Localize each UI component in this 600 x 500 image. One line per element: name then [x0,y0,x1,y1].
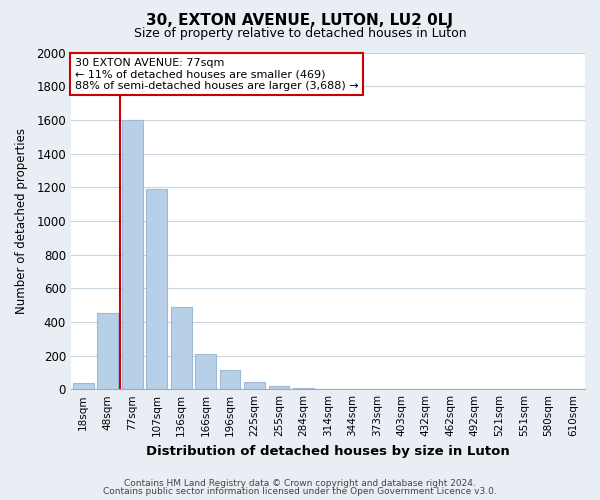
Text: Contains HM Land Registry data © Crown copyright and database right 2024.: Contains HM Land Registry data © Crown c… [124,478,476,488]
X-axis label: Distribution of detached houses by size in Luton: Distribution of detached houses by size … [146,444,510,458]
Bar [293,388,314,389]
Text: 30, EXTON AVENUE, LUTON, LU2 0LJ: 30, EXTON AVENUE, LUTON, LU2 0LJ [146,12,454,28]
Bar [122,120,143,389]
Text: Size of property relative to detached houses in Luton: Size of property relative to detached ho… [134,28,466,40]
Text: Contains public sector information licensed under the Open Government Licence v3: Contains public sector information licen… [103,487,497,496]
Bar [195,354,216,389]
Bar [170,306,191,389]
Bar [220,370,241,389]
Bar [244,382,265,389]
Bar [97,314,118,389]
Y-axis label: Number of detached properties: Number of detached properties [15,128,28,314]
Bar [146,189,167,389]
Bar [73,384,94,389]
Text: 30 EXTON AVENUE: 77sqm
← 11% of detached houses are smaller (469)
88% of semi-de: 30 EXTON AVENUE: 77sqm ← 11% of detached… [74,58,358,91]
Bar [269,386,289,389]
